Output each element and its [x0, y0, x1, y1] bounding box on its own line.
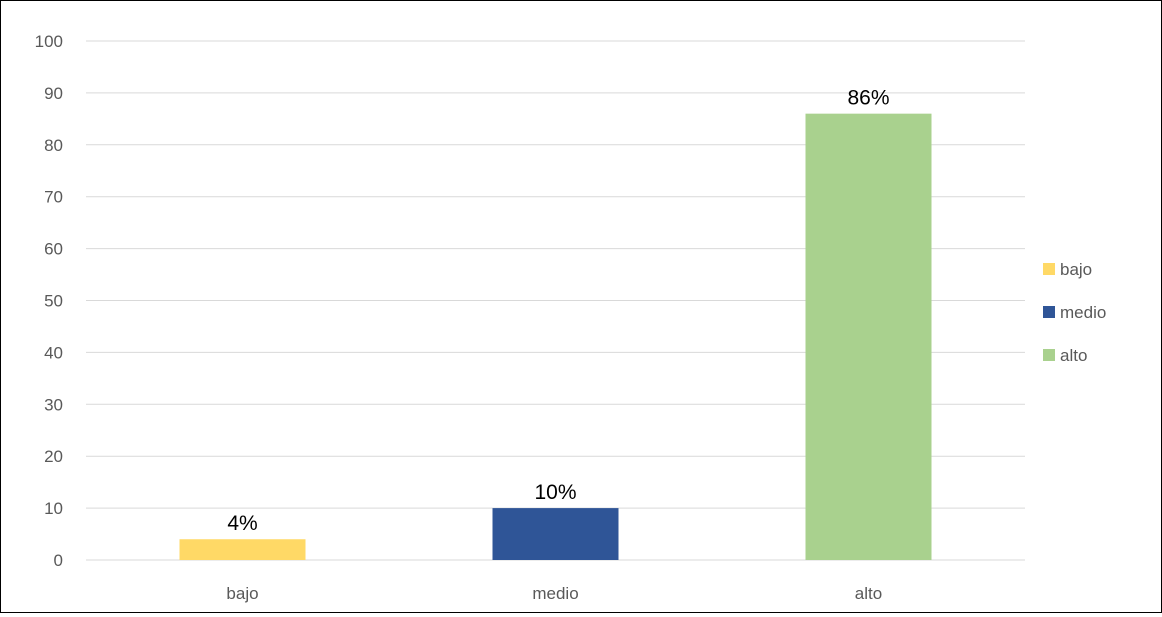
- y-tick-label: 40: [44, 343, 63, 362]
- y-tick-label: 50: [44, 292, 63, 311]
- legend-swatch-medio: [1043, 306, 1055, 318]
- legend-swatch-bajo: [1043, 263, 1055, 275]
- legend-label-alto: alto: [1060, 346, 1087, 365]
- y-tick-label: 90: [44, 84, 63, 103]
- bar-alto: [805, 113, 932, 560]
- data-label-alto: 86%: [847, 87, 889, 110]
- legend: bajo medio alto: [1043, 260, 1106, 365]
- gridlines: [86, 40, 1025, 561]
- y-axis-ticks: 0 10 20 30 40 50 60 70 80 90 100: [35, 32, 63, 570]
- y-tick-label: 30: [44, 395, 63, 414]
- y-tick-label: 10: [44, 499, 63, 518]
- x-axis-ticks: bajo medio alto: [226, 584, 882, 603]
- y-tick-label: 70: [44, 188, 63, 207]
- y-tick-label: 80: [44, 136, 63, 155]
- y-tick-label: 60: [44, 240, 63, 259]
- data-label-bajo: 4%: [227, 512, 257, 535]
- data-label-medio: 10%: [534, 481, 576, 504]
- x-tick-label-alto: alto: [855, 584, 882, 603]
- y-tick-label: 100: [35, 32, 63, 51]
- legend-swatch-alto: [1043, 349, 1055, 361]
- bar-bajo: [179, 539, 306, 560]
- data-labels: 4% 10% 86%: [227, 87, 889, 536]
- legend-label-medio: medio: [1060, 303, 1106, 322]
- bar-medio: [492, 508, 619, 560]
- x-tick-label-bajo: bajo: [226, 584, 258, 603]
- y-tick-label: 0: [54, 551, 63, 570]
- bars: [179, 113, 932, 560]
- x-tick-label-medio: medio: [532, 584, 578, 603]
- legend-label-bajo: bajo: [1060, 260, 1092, 279]
- y-tick-label: 20: [44, 447, 63, 466]
